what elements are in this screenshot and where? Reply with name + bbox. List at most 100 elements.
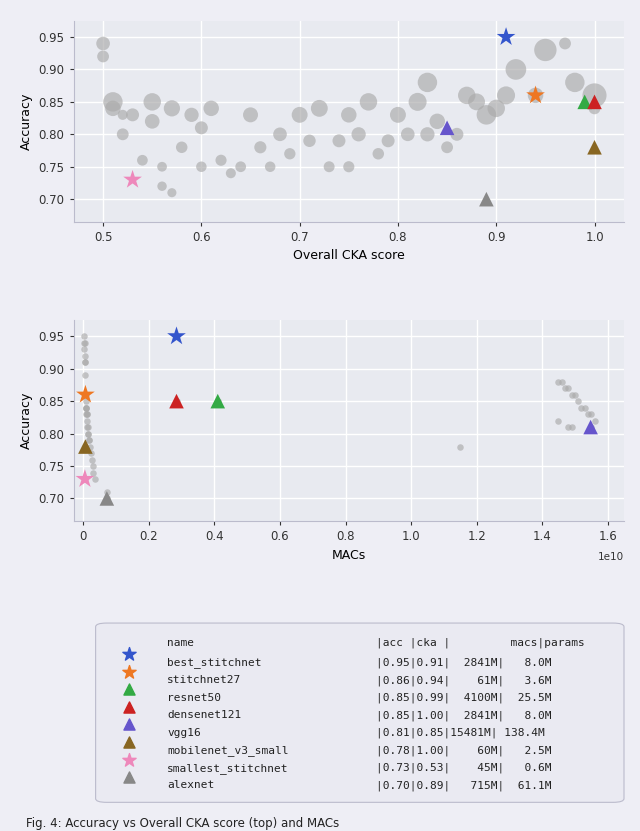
Point	[84, 434, 94, 447]
Point	[557, 375, 567, 388]
Point	[79, 330, 89, 343]
Point	[86, 446, 96, 460]
Point	[212, 395, 223, 408]
Point	[560, 37, 570, 50]
Point	[226, 166, 236, 179]
Point	[172, 330, 182, 343]
Point	[80, 388, 90, 401]
Point	[196, 121, 207, 135]
Point	[81, 407, 92, 420]
Point	[432, 115, 442, 128]
Point	[147, 115, 157, 128]
X-axis label: MACs: MACs	[332, 548, 366, 562]
Point	[81, 407, 92, 420]
Point	[580, 96, 590, 109]
Point	[88, 460, 98, 473]
Point	[108, 101, 118, 115]
Point	[98, 37, 108, 50]
Point	[88, 466, 99, 479]
Point	[81, 401, 91, 415]
Point	[79, 356, 90, 369]
Point	[576, 401, 586, 415]
Point	[79, 336, 90, 349]
Point	[294, 108, 305, 121]
Point	[236, 160, 246, 174]
Point	[80, 388, 90, 401]
Text: |0.73|0.53|    45M|   0.6M: |0.73|0.53| 45M| 0.6M	[376, 763, 552, 774]
Point	[442, 121, 452, 135]
Point	[83, 427, 93, 440]
Text: |0.85|0.99|  4100M|  25.5M: |0.85|0.99| 4100M| 25.5M	[376, 692, 552, 703]
Point	[172, 395, 182, 408]
Point	[84, 434, 95, 447]
Point	[580, 401, 590, 415]
Point	[364, 96, 374, 109]
Point	[80, 440, 90, 453]
Text: |0.78|1.00|    60M|   2.5M: |0.78|1.00| 60M| 2.5M	[376, 745, 552, 756]
Point	[589, 140, 600, 154]
Y-axis label: Accuracy: Accuracy	[20, 92, 33, 150]
Point	[563, 420, 573, 434]
Point	[589, 414, 600, 427]
Point	[586, 420, 596, 434]
Point	[118, 108, 128, 121]
Point	[373, 147, 383, 160]
Point	[511, 63, 521, 76]
Point	[570, 388, 580, 401]
Point	[393, 108, 403, 121]
Text: macs|params: macs|params	[497, 638, 585, 648]
Text: |0.70|0.89|   715M|  61.1M: |0.70|0.89| 715M| 61.1M	[376, 780, 552, 791]
Point	[177, 140, 187, 154]
Point	[275, 128, 285, 141]
Point	[589, 101, 600, 115]
Text: densenet121: densenet121	[167, 711, 241, 720]
Point	[563, 381, 573, 395]
Point	[80, 472, 90, 485]
Point	[81, 395, 91, 408]
Point	[481, 193, 492, 206]
Point	[531, 89, 541, 102]
Point	[540, 43, 550, 57]
Text: Fig. 4: Accuracy vs Overall CKA score (top) and MACs: Fig. 4: Accuracy vs Overall CKA score (t…	[26, 817, 339, 830]
Text: vgg16: vgg16	[167, 728, 201, 738]
Text: alexnet: alexnet	[167, 780, 214, 790]
Point	[80, 336, 90, 349]
Point	[82, 420, 93, 434]
Point	[344, 108, 354, 121]
Point	[102, 485, 112, 499]
Point	[167, 186, 177, 199]
Point	[81, 407, 92, 420]
Point	[554, 375, 564, 388]
Text: smallest_stitchnet: smallest_stitchnet	[167, 763, 289, 774]
Text: |acc |cka |: |acc |cka |	[376, 638, 451, 648]
Point	[455, 440, 465, 453]
Point	[79, 349, 90, 362]
Point	[589, 89, 600, 102]
Point	[501, 89, 511, 102]
Point	[403, 128, 413, 141]
Y-axis label: Accuracy: Accuracy	[20, 392, 33, 450]
Point	[413, 96, 423, 109]
Point	[90, 472, 100, 485]
Point	[108, 96, 118, 109]
Point	[245, 108, 255, 121]
Text: |0.85|1.00|  2841M|   8.0M: |0.85|1.00| 2841M| 8.0M	[376, 711, 552, 720]
Point	[85, 440, 95, 453]
Point	[491, 101, 501, 115]
Point	[442, 140, 452, 154]
Point	[147, 96, 157, 109]
Text: |0.95|0.91|  2841M|   8.0M: |0.95|0.91| 2841M| 8.0M	[376, 657, 552, 668]
Point	[501, 31, 511, 44]
FancyBboxPatch shape	[95, 623, 624, 803]
Point	[583, 407, 593, 420]
Point	[573, 395, 583, 408]
Point	[422, 76, 433, 89]
Point	[167, 101, 177, 115]
Point	[157, 160, 167, 174]
Point	[81, 388, 91, 401]
Point	[472, 96, 482, 109]
Point	[566, 420, 577, 434]
Text: resnet50: resnet50	[167, 692, 221, 702]
Point	[531, 89, 541, 102]
Point	[80, 368, 90, 381]
